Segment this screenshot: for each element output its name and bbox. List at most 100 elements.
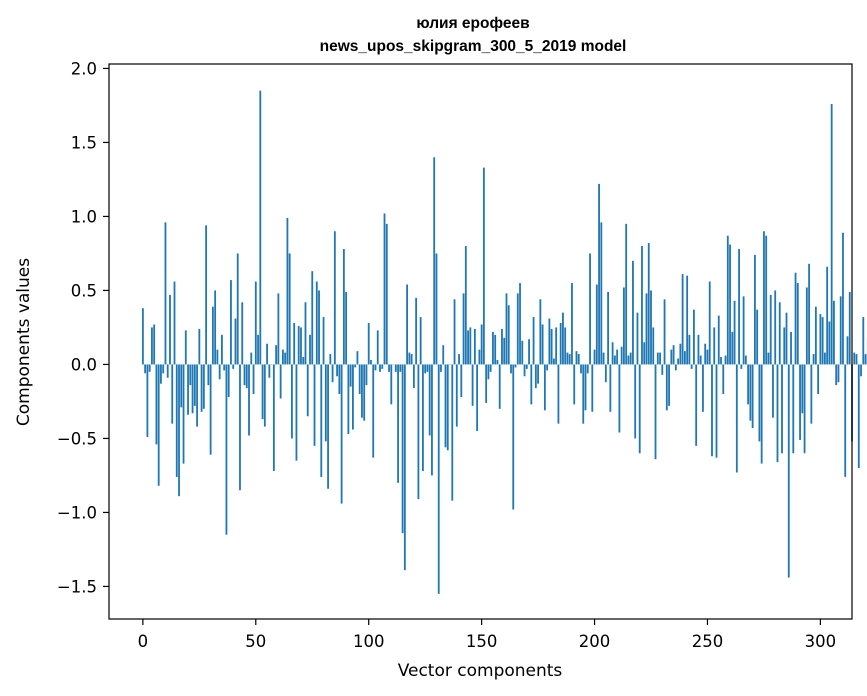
bar [243, 364, 246, 386]
bar [731, 331, 734, 365]
bar [715, 364, 718, 458]
bar [652, 327, 655, 365]
bar [295, 364, 298, 461]
bar [331, 364, 334, 383]
bar [575, 351, 578, 365]
bar [616, 349, 619, 365]
bar [453, 299, 456, 365]
bar [749, 364, 752, 421]
bar [424, 364, 427, 374]
bar [153, 324, 156, 365]
bar [801, 364, 804, 414]
bar [354, 364, 357, 368]
bar [765, 235, 768, 365]
bar [329, 354, 332, 365]
bar [568, 354, 571, 365]
bar [835, 364, 838, 386]
bar [245, 364, 248, 389]
bar [604, 364, 607, 383]
bar [268, 364, 271, 378]
bar [846, 336, 849, 365]
bar [480, 324, 483, 365]
bar [758, 364, 761, 442]
bar [417, 364, 420, 500]
bar [442, 345, 445, 365]
bar [200, 364, 203, 412]
bar [189, 364, 192, 386]
bar [541, 324, 544, 365]
bar [772, 364, 774, 418]
bar [173, 281, 176, 365]
bar [525, 364, 528, 369]
bar [376, 330, 379, 365]
bar [724, 355, 727, 365]
bar [338, 364, 341, 395]
bar [828, 321, 831, 365]
bar [566, 352, 569, 365]
bar [241, 302, 244, 365]
bar [209, 364, 212, 455]
bar [573, 364, 576, 405]
bar [751, 364, 754, 429]
bar [406, 284, 409, 365]
bar [232, 364, 235, 369]
bar [388, 364, 390, 372]
bar [336, 364, 338, 377]
bar [473, 328, 476, 365]
bar [595, 284, 598, 365]
bar [729, 244, 731, 365]
bar [146, 364, 149, 437]
bar [704, 343, 707, 365]
bar [180, 364, 183, 408]
x-tick-label: 300 [805, 632, 837, 651]
bar [523, 364, 526, 377]
bar [494, 334, 497, 365]
bar [519, 283, 521, 365]
bar [187, 364, 189, 415]
bar [753, 254, 756, 365]
bar [638, 364, 641, 454]
bar [826, 266, 829, 365]
bar [487, 364, 490, 380]
bar [455, 364, 458, 427]
bar [410, 354, 413, 365]
bar [148, 364, 151, 372]
bar [248, 364, 250, 436]
bar [819, 314, 822, 365]
bar [848, 291, 851, 365]
bar [478, 349, 481, 365]
bar [546, 364, 549, 371]
bar [202, 364, 205, 409]
bar [191, 364, 194, 414]
bar [464, 246, 467, 365]
bar [539, 299, 542, 365]
bar [205, 225, 208, 365]
bar [555, 327, 558, 365]
bar [437, 364, 440, 594]
bar [460, 364, 463, 397]
bar [548, 318, 551, 365]
bar [227, 364, 230, 397]
x-tick-label: 50 [245, 632, 266, 651]
bar [358, 364, 361, 395]
bar [842, 232, 844, 365]
bar [221, 334, 223, 365]
bar [489, 364, 492, 372]
bar [557, 364, 560, 424]
bar [543, 364, 546, 411]
bar [645, 293, 648, 365]
bar [403, 364, 406, 571]
bar [327, 364, 329, 489]
bar [679, 343, 682, 365]
bar [300, 327, 302, 365]
bar [735, 364, 738, 473]
bar [370, 360, 372, 365]
bar [175, 364, 178, 477]
bar [625, 223, 628, 365]
bar [361, 364, 363, 418]
bar [618, 364, 621, 433]
bar [367, 323, 370, 365]
y-tick-label: 1.0 [71, 207, 97, 226]
bar [207, 364, 210, 386]
bar [763, 231, 765, 365]
